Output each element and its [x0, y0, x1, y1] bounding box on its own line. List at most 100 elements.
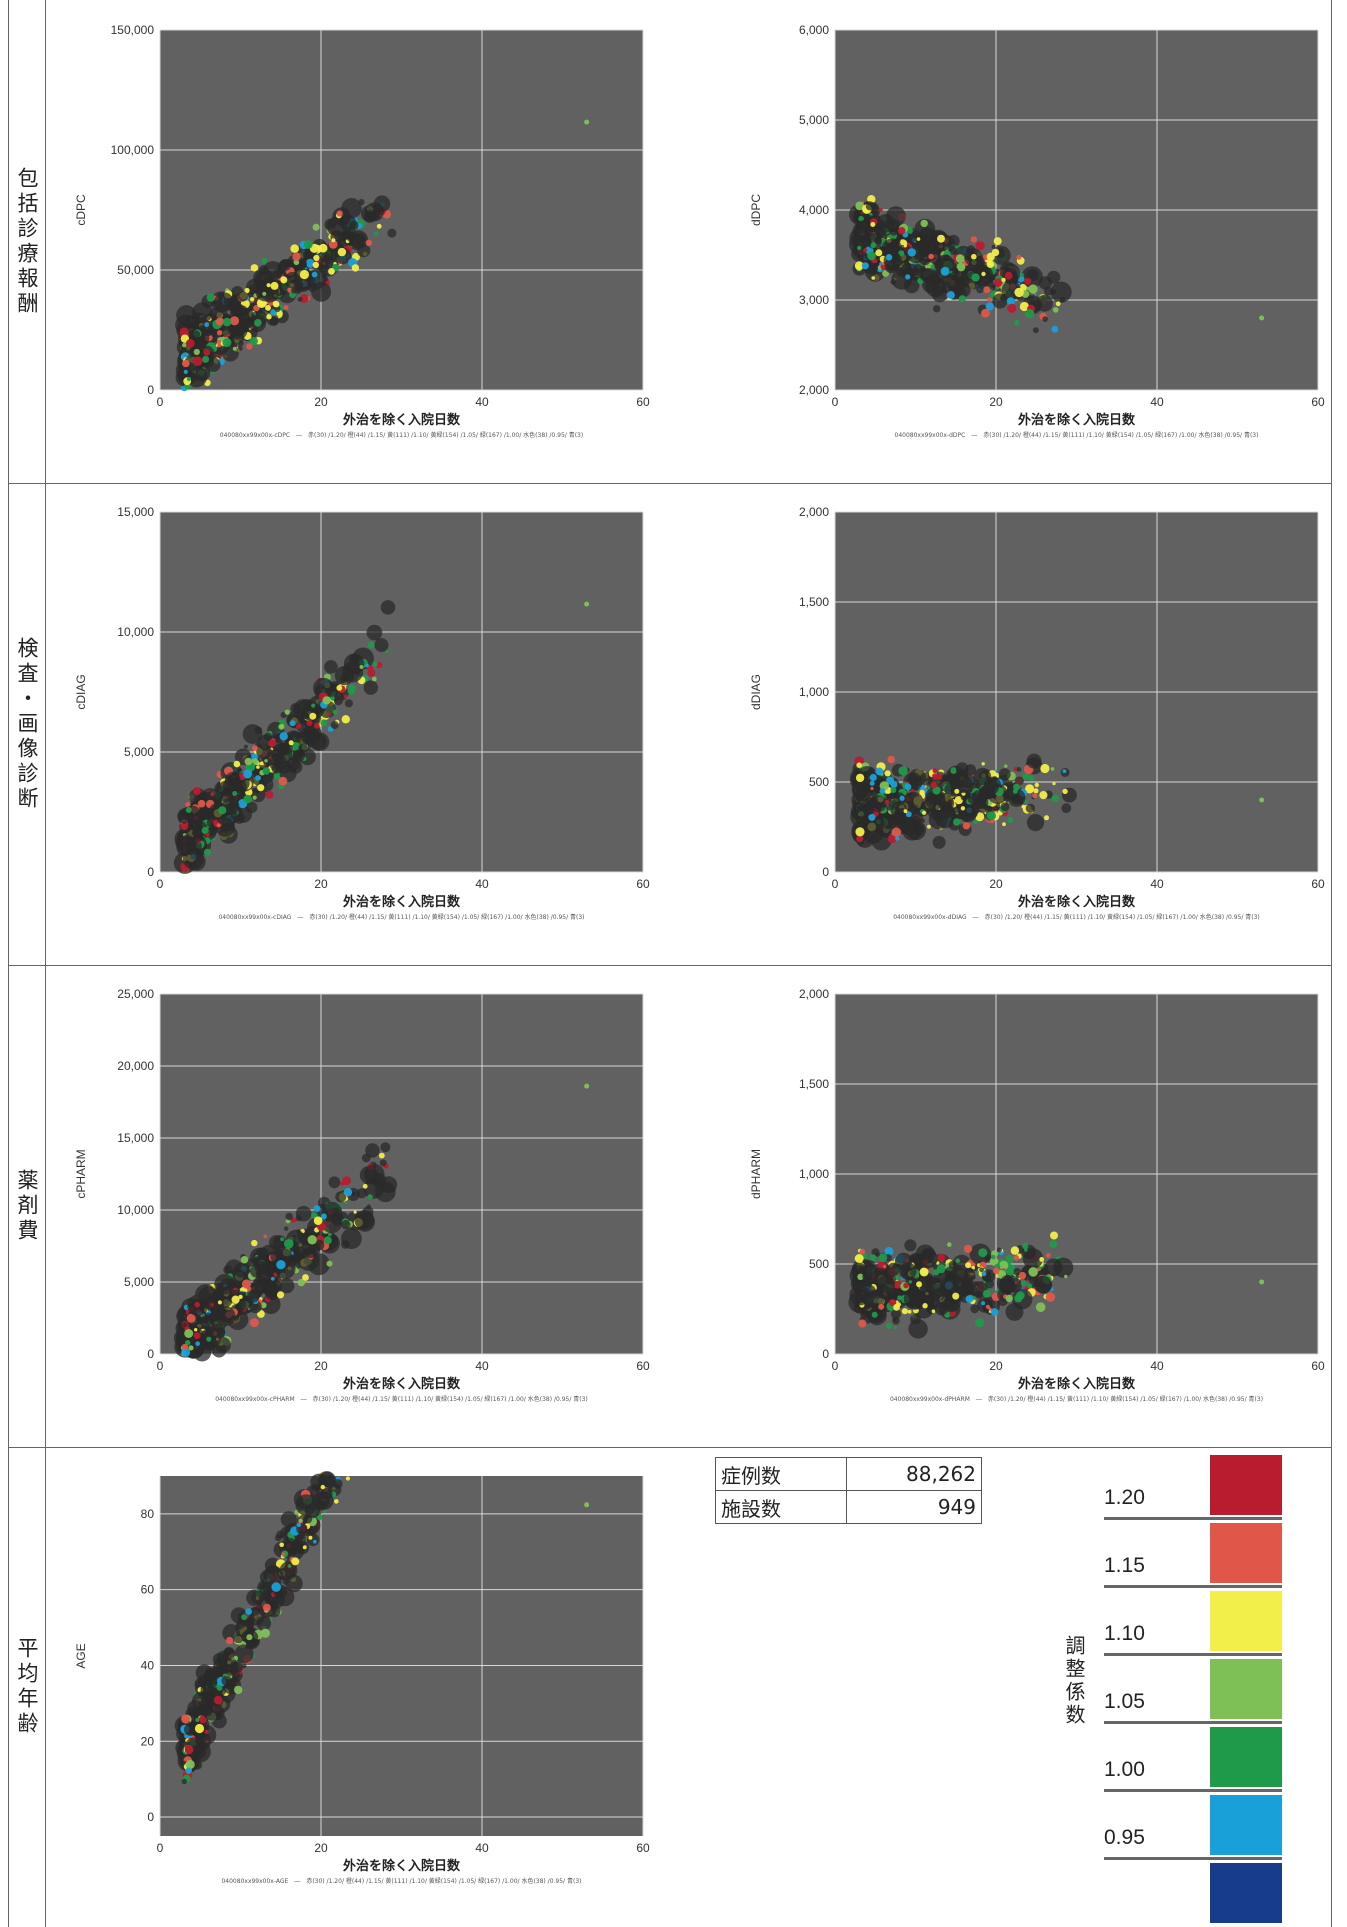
data-point [375, 1181, 396, 1203]
data-point [321, 272, 328, 279]
data-point [224, 772, 241, 788]
data-point [284, 271, 301, 289]
data-point [246, 320, 254, 327]
data-point [243, 769, 253, 779]
chart-age: 0 20 40 60 0 20 40 60 80 AGE 外治を除く入院日数 040080xx99x0… [55, 1464, 655, 1894]
data-point [244, 757, 253, 766]
data-point [875, 1252, 880, 1257]
data-point [179, 327, 189, 337]
data-point [202, 1700, 223, 1721]
data-point [893, 1280, 902, 1289]
chart-footnote: 040080xx99x00x-cDPC ― 赤(30) /1.20/ 橙(44)… [220, 431, 583, 439]
data-point [205, 357, 221, 373]
data-point [334, 1499, 339, 1504]
data-point [356, 1188, 367, 1199]
data-point [182, 1322, 188, 1328]
data-point [299, 269, 309, 280]
data-point [986, 811, 996, 821]
data-point [985, 1279, 995, 1289]
data-point [205, 1676, 218, 1689]
data-point [947, 1242, 952, 1247]
data-point [871, 276, 875, 280]
data-point [341, 1220, 351, 1230]
y-axis-label: dDIAG [749, 674, 763, 710]
data-point [231, 1661, 243, 1673]
data-point [232, 791, 238, 796]
data-point [333, 1479, 343, 1489]
data-point [993, 278, 1003, 287]
x-tick-label: 20 [314, 395, 328, 409]
legend-rule [1104, 1721, 1282, 1724]
data-point [313, 722, 320, 729]
data-point [887, 755, 895, 764]
x-tick-label: 0 [832, 1359, 839, 1373]
data-point [857, 1273, 864, 1280]
data-point [237, 345, 243, 351]
data-point [299, 294, 309, 303]
data-point [374, 638, 389, 653]
data-point [867, 195, 876, 204]
y-tick-label: 10,000 [117, 625, 154, 639]
data-point [893, 1326, 897, 1330]
data-point [1007, 817, 1014, 824]
data-point [858, 254, 864, 261]
data-point [195, 1718, 200, 1722]
data-point [584, 1083, 590, 1089]
x-tick-label: 0 [832, 877, 839, 891]
data-point [973, 767, 992, 786]
data-point [1001, 277, 1006, 283]
data-point [857, 245, 862, 251]
data-point [320, 1213, 327, 1220]
data-point [365, 663, 369, 668]
data-point [186, 1313, 196, 1323]
data-point [1013, 783, 1021, 791]
data-point [371, 676, 377, 682]
data-point [326, 1260, 333, 1267]
data-point [201, 826, 209, 835]
data-point [387, 228, 397, 238]
data-point [863, 226, 873, 236]
data-point [1010, 1246, 1020, 1255]
data-point [263, 732, 273, 742]
data-point [185, 802, 191, 808]
data-point [950, 767, 957, 774]
data-point [306, 731, 313, 738]
data-point [204, 1669, 215, 1680]
legend-swatch [1210, 1591, 1282, 1651]
data-point [879, 788, 886, 794]
legend-swatch [1210, 1863, 1282, 1923]
data-point [865, 1318, 871, 1324]
data-point [887, 834, 897, 844]
data-point [330, 1235, 338, 1243]
y-tick-label: 500 [809, 775, 829, 789]
data-point [884, 770, 891, 777]
data-point [323, 1509, 327, 1513]
data-point [943, 254, 950, 261]
data-point [1021, 266, 1043, 288]
data-point [176, 840, 193, 856]
data-point [303, 1514, 313, 1524]
data-point [937, 795, 955, 812]
data-point [1006, 297, 1016, 306]
data-point [278, 776, 288, 786]
data-point [991, 248, 1000, 257]
legend-swatch [1210, 1455, 1282, 1515]
y-tick-label: 10,000 [117, 1203, 154, 1217]
data-point [341, 715, 350, 724]
data-point [922, 810, 927, 815]
legend-swatch [1210, 1659, 1282, 1719]
data-point [1022, 1242, 1029, 1250]
data-point [1259, 797, 1265, 803]
data-point [280, 1511, 297, 1528]
data-point [295, 1215, 302, 1222]
data-point [295, 1494, 317, 1516]
data-point [1049, 1240, 1058, 1249]
data-point [273, 772, 281, 780]
cases-value: 88,262 [846, 1457, 982, 1491]
y-axis-label: dPHARM [749, 1149, 763, 1199]
data-point [1032, 793, 1038, 799]
data-point [970, 1304, 980, 1314]
data-point [313, 1539, 317, 1544]
data-point [313, 1216, 323, 1225]
data-point [1024, 277, 1032, 285]
